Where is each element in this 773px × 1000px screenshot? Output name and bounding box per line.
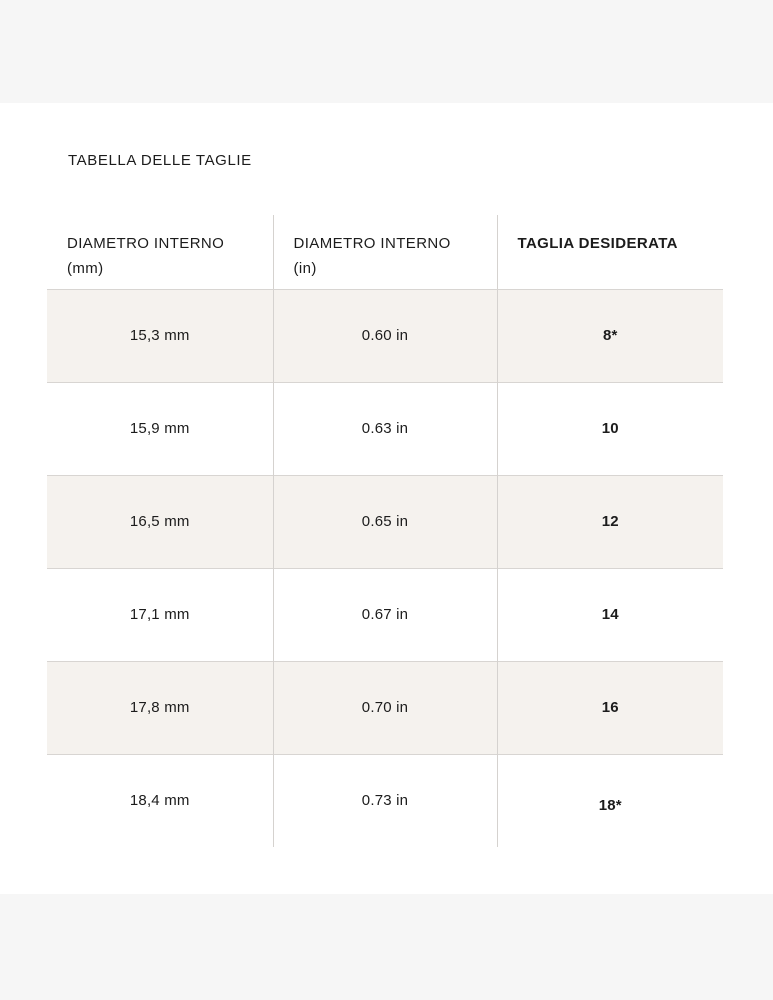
header-diameter-mm-line2: (mm) (67, 260, 104, 277)
top-background-band (0, 0, 773, 103)
header-diameter-in-line2: (in) (293, 260, 317, 277)
table-row: 18,4 mm 0.73 in 18* (47, 754, 723, 847)
cell-diameter-mm: 16,5 mm (129, 513, 190, 530)
cell-size: 14 (496, 568, 723, 661)
cell-size: 18* (496, 754, 723, 847)
header-desired-size-line1: TAGLIA DESIDERATA (517, 235, 678, 252)
cell-diameter-in: 0.65 in (272, 475, 497, 568)
table-row: 15,9 mm 0.63 in 10 (47, 382, 723, 475)
table-row: 17,1 mm 0.67 in 14 (47, 568, 723, 661)
cell-diameter-in: 0.67 in (272, 568, 497, 661)
size-table: DIAMETRO INTERNO (mm) DIAMETRO INTERNO (… (47, 215, 723, 847)
header-diameter-mm-line1: DIAMETRO INTERNO (67, 235, 225, 252)
table-row: 17,8 mm 0.70 in 16 (47, 661, 723, 754)
header-desired-size: TAGLIA DESIDERATA (496, 215, 723, 290)
cell-size-value: 18* (598, 797, 622, 814)
cell-size: 8* (496, 289, 723, 382)
cell-size-value: 14 (601, 606, 619, 623)
cell-diameter-mm: 17,1 mm (129, 606, 190, 623)
cell-diameter-in: 0.73 in (272, 754, 497, 847)
cell-diameter-in: 0.63 in (272, 382, 497, 475)
header-diameter-in-line1: DIAMETRO INTERNO (293, 235, 451, 252)
cell-size-value: 12 (601, 513, 619, 530)
cell-size: 16 (496, 661, 723, 754)
page-title: TABELLA DELLE TAGLIE (68, 152, 252, 169)
cell-size-value: 10 (601, 420, 619, 437)
cell-diameter-mm: 15,3 mm (129, 327, 190, 344)
header-row: DIAMETRO INTERNO (mm) DIAMETRO INTERNO (… (47, 215, 723, 290)
bottom-background-band (0, 894, 773, 1000)
table-row: 15,3 mm 0.60 in 8* (47, 289, 723, 382)
cell-diameter-mm: 17,8 mm (129, 699, 190, 716)
cell-diameter-in: 0.60 in (272, 289, 497, 382)
cell-diameter-mm: 18,4 mm (129, 792, 190, 809)
cell-diameter-mm: 15,9 mm (129, 420, 190, 437)
cell-size: 12 (496, 475, 723, 568)
cell-diameter-in: 0.70 in (272, 661, 497, 754)
header-diameter-mm: DIAMETRO INTERNO (mm) (47, 215, 273, 290)
header-diameter-in: DIAMETRO INTERNO (in) (272, 215, 497, 290)
cell-size-value: 8* (602, 327, 618, 344)
cell-size: 10 (496, 382, 723, 475)
table-row: 16,5 mm 0.65 in 12 (47, 475, 723, 568)
cell-size-value: 16 (601, 699, 619, 716)
